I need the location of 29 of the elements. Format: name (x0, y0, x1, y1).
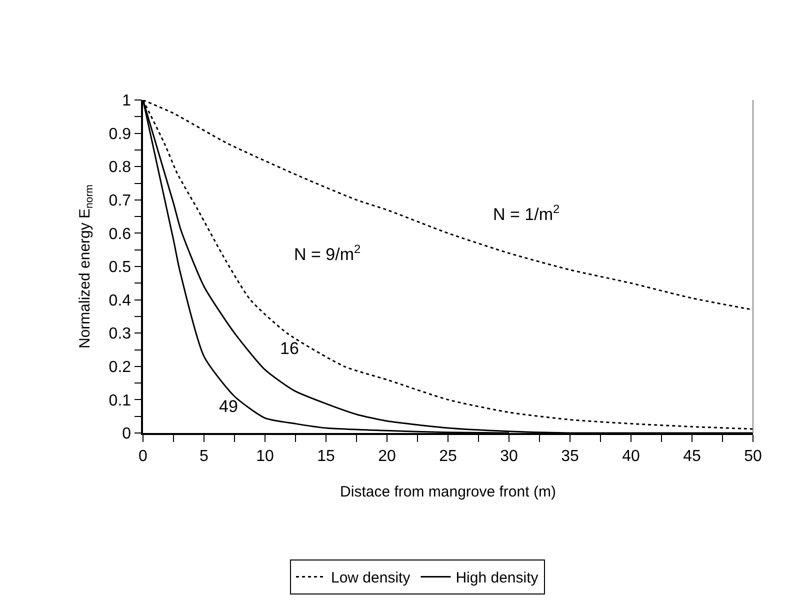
y-tick-label: 0 (122, 426, 132, 443)
y-tick-label: 0.4 (108, 292, 132, 310)
y-tick-label: 0.2 (108, 359, 132, 376)
y-tick-label: 0.3 (108, 326, 132, 343)
x-tick-label: 40 (622, 448, 640, 465)
x-tick-label: 5 (200, 448, 209, 465)
y-tick-label: 0.9 (108, 126, 132, 143)
legend-label: High density (456, 570, 539, 587)
x-tick-label: 30 (500, 448, 518, 465)
x-tick-label: 20 (378, 448, 396, 465)
y-tick-label: 1 (122, 92, 132, 110)
x-tick-label: 0 (138, 448, 148, 465)
x-tick-label: 10 (256, 448, 274, 465)
y-tick-label: 0.7 (108, 192, 132, 210)
x-tick-label: 15 (317, 448, 335, 465)
y-tick-label: 0.1 (108, 392, 132, 410)
x-tick-label: 50 (744, 448, 762, 465)
x-tick-label: 45 (683, 448, 701, 465)
x-tick-label: 25 (439, 448, 457, 465)
x-axis-title: Distace from mangrove front (m) (340, 483, 556, 500)
annotation: N = 9/m$^{2}$ (294, 242, 361, 264)
legend-label: Low density (331, 570, 411, 587)
y-tick-label: 0.5 (108, 259, 132, 276)
x-tick-label: 35 (561, 448, 579, 465)
annotation: N = 1/m$^{2}$ (493, 202, 560, 224)
annotation: 49 (219, 397, 238, 416)
y-tick-label: 0.8 (108, 159, 132, 176)
y-tick-label: 0.6 (108, 226, 132, 243)
annotation: 16 (280, 339, 299, 358)
